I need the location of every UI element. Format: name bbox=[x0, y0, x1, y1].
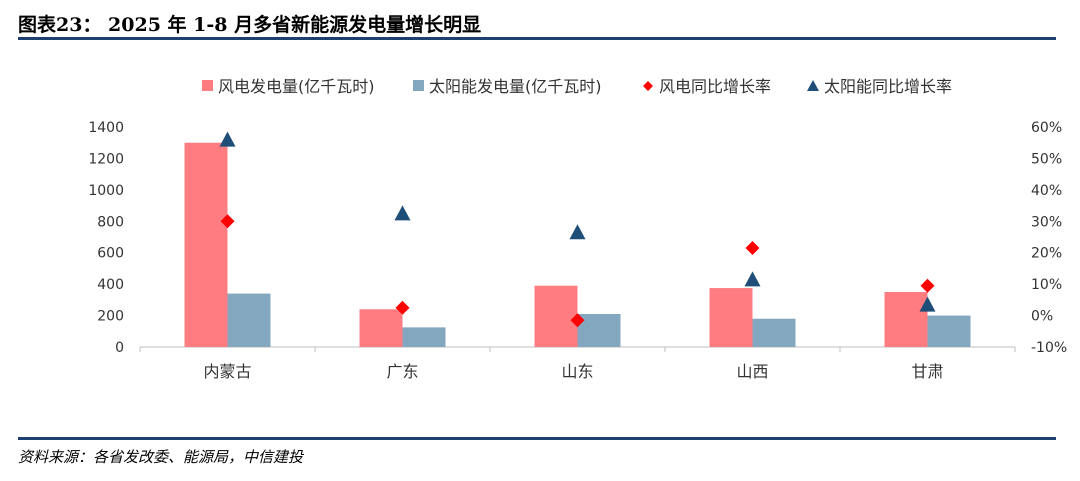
marker-solar-growth bbox=[394, 205, 411, 221]
y-left-tick-label: 1200 bbox=[88, 151, 124, 167]
y-right-tick-label: 30% bbox=[1031, 214, 1062, 230]
x-category-label: 山东 bbox=[561, 362, 593, 381]
y-right-tick-label: 10% bbox=[1031, 277, 1062, 293]
x-category-label: 广东 bbox=[386, 362, 418, 381]
marker-wind-growth bbox=[745, 241, 760, 255]
y-right-tick-label: -10% bbox=[1031, 340, 1067, 356]
x-category-label: 山西 bbox=[736, 362, 768, 381]
legend-label: 太阳能同比增长率 bbox=[824, 77, 952, 96]
legend-swatch bbox=[807, 80, 819, 91]
source-note: 资料来源：各省发改委、能源局，中信建投 bbox=[18, 448, 304, 466]
marker-solar-growth bbox=[919, 296, 936, 312]
y-left-tick-label: 200 bbox=[97, 309, 124, 325]
y-left-tick-label: 1400 bbox=[88, 120, 124, 136]
legend-label: 风电发电量(亿千瓦时) bbox=[218, 77, 375, 96]
y-left-tick-label: 800 bbox=[97, 214, 124, 230]
y-right-tick-label: 40% bbox=[1031, 183, 1062, 199]
marker-wind-growth bbox=[570, 313, 585, 328]
bar-wind bbox=[534, 285, 578, 347]
legend-label: 风电同比增长率 bbox=[659, 77, 771, 96]
bar-solar bbox=[577, 314, 621, 347]
bar-wind bbox=[359, 309, 403, 347]
legend-swatch bbox=[643, 81, 653, 91]
legend-swatch bbox=[202, 80, 213, 91]
bar-wind bbox=[184, 142, 228, 347]
x-category-label: 内蒙古 bbox=[203, 362, 251, 381]
y-left-tick-label: 0 bbox=[115, 340, 124, 356]
bottom-divider bbox=[18, 437, 1056, 440]
bar-wind bbox=[884, 292, 928, 347]
marker-wind-growth bbox=[395, 300, 410, 315]
y-left-tick-label: 400 bbox=[97, 277, 124, 293]
marker-solar-growth bbox=[569, 224, 586, 240]
y-right-tick-label: 20% bbox=[1031, 246, 1062, 262]
y-right-tick-label: 60% bbox=[1031, 120, 1062, 136]
bar-solar bbox=[752, 318, 796, 347]
y-left-tick-label: 600 bbox=[97, 246, 124, 262]
legend-swatch bbox=[413, 80, 424, 91]
x-category-label: 甘肃 bbox=[911, 362, 943, 381]
y-left-tick-label: 1000 bbox=[88, 183, 124, 199]
legend-label: 太阳能发电量(亿千瓦时) bbox=[429, 77, 602, 96]
marker-wind-growth bbox=[220, 214, 235, 229]
marker-wind-growth bbox=[920, 278, 935, 293]
bar-solar bbox=[402, 327, 446, 347]
marker-solar-growth bbox=[219, 131, 236, 147]
top-divider bbox=[18, 37, 1056, 40]
y-right-tick-label: 0% bbox=[1031, 309, 1053, 325]
marker-solar-growth bbox=[744, 271, 761, 287]
bar-solar bbox=[927, 315, 971, 347]
bar-solar bbox=[227, 293, 271, 347]
y-right-tick-label: 50% bbox=[1031, 151, 1062, 167]
chart-title: 图表23： 2025 年 1-8 月多省新能源发电量增长明显 bbox=[18, 14, 482, 36]
bar-wind bbox=[709, 288, 753, 347]
